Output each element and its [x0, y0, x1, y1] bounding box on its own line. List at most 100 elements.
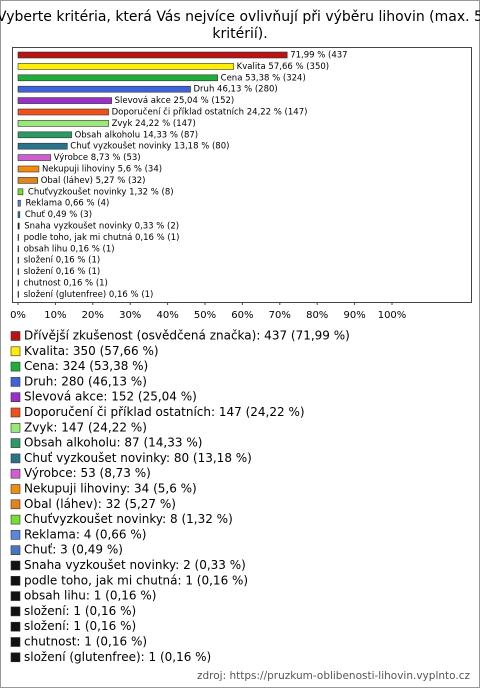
legend-label: obsah lihu: 1 (0,16 %) [24, 589, 156, 603]
legend-swatch [10, 545, 21, 556]
legend-label: Snaha vyzkoušet novinky: 2 (0,33 %) [24, 558, 246, 572]
bar [17, 165, 40, 173]
bar-label: Reklama 0,66 % (4) [25, 199, 109, 209]
bar-label: Chuť vyzkoušet novinky 13,18 % (80) [70, 141, 229, 152]
legend-label: Chuť: 3 (0,49 %) [24, 543, 123, 557]
bar-label: Doporučení či příklad ostatních 24,22 % … [112, 107, 308, 118]
bar [17, 97, 112, 104]
legend-swatch [10, 361, 21, 372]
legend-swatch [10, 560, 21, 571]
legend-swatch [10, 621, 21, 632]
x-tick-label: 50% [194, 310, 216, 321]
bar [17, 120, 109, 127]
legend-label: Slevová akce: 152 (25,04 %) [24, 390, 197, 404]
legend-swatch [10, 377, 21, 387]
bar-label: Cena 53,38 % (324) [221, 73, 306, 83]
legend-label: Kvalita: 350 (57,66 %) [24, 344, 159, 358]
legend-swatch [10, 331, 21, 341]
bar [17, 245, 19, 253]
legend-swatch [10, 468, 21, 479]
legend-swatch [10, 392, 21, 403]
chart-title: Vyberte kritéria, která Vás nejvíce ovli… [0, 9, 480, 25]
bar-label: Zvyk 24,22 % (147) [112, 119, 196, 129]
bar [17, 234, 19, 241]
legend-label: složení: 1 (0,16 %) [24, 619, 136, 633]
legend-label: Nekupuji lihoviny: 34 (5,6 %) [24, 482, 197, 496]
bar [17, 74, 218, 82]
x-tick-label: 90% [343, 310, 365, 321]
legend-swatch [10, 575, 21, 586]
bar-label: obsah lihu 0,16 % (1) [24, 244, 115, 254]
bar [17, 199, 21, 207]
legend-label: Reklama: 4 (0,66 %) [24, 527, 146, 541]
legend-label: Doporučení či příklad ostatních: 147 (24… [24, 405, 305, 419]
bar [17, 51, 288, 59]
legend-label: Druh: 280 (46,13 %) [24, 374, 147, 388]
bar [17, 154, 51, 161]
legend-swatch [10, 652, 21, 663]
bar [17, 131, 72, 139]
legend-swatch [10, 530, 21, 540]
bar [17, 142, 68, 150]
source: zdroj: https://pruzkum-oblibenosti-lihov… [197, 670, 470, 682]
bar-label: Chuť 0,49 % (3) [25, 210, 92, 220]
bar [17, 256, 19, 264]
bar [17, 85, 191, 93]
bar-label: Nekupuji lihoviny 5,6 % (34) [42, 165, 162, 175]
legend-label: Cena: 324 (53,38 %) [24, 359, 148, 373]
x-tick-label: 80% [306, 310, 328, 321]
legend-swatch [10, 346, 21, 357]
bar [17, 268, 19, 275]
legend-swatch [10, 407, 21, 418]
bar [17, 63, 234, 70]
legend-swatch [10, 453, 21, 464]
bar-label: Kvalita 57,66 % (350) [237, 62, 329, 72]
x-tick-label: 30% [119, 310, 141, 321]
bar-label: Obsah alkoholu 14,33 % (87) [75, 130, 199, 140]
bar [17, 222, 20, 230]
bar [17, 188, 24, 196]
legend-label: Výrobce: 53 (8,73 %) [24, 466, 151, 480]
bar [17, 291, 19, 298]
bar-label: Obal (láhev) 5,27 % (32) [41, 176, 146, 186]
bar [17, 177, 39, 184]
bar-label: složení 0,16 % (1) [24, 256, 101, 266]
bar-label: 71,99 % (437 [290, 51, 347, 61]
legend-swatch [10, 438, 21, 448]
bar-label: složení 0,16 % (1) [24, 267, 101, 277]
legend-label: Zvyk: 147 (24,22 %) [24, 420, 147, 434]
bar [17, 279, 19, 287]
legend-swatch [10, 606, 21, 617]
bar-label: složení (glutenfree) 0,16 % (1) [24, 290, 154, 300]
legend-label: podle toho, jak mi chutná: 1 (0,16 %) [24, 573, 248, 587]
x-tick-label: 100% [378, 310, 407, 321]
legend-swatch [10, 499, 21, 510]
bar [17, 211, 21, 218]
x-tick-label: 70% [269, 310, 291, 321]
legend-swatch [10, 514, 21, 525]
legend-label: chutnost: 1 (0,16 %) [24, 635, 147, 649]
legend-label: Chuť vyzkoušet novinky: 80 (13,18 %) [24, 451, 252, 465]
legend-swatch [10, 591, 21, 601]
bar-label: chutnost 0,16 % (1) [24, 279, 108, 289]
legend-label: Obsah alkoholu: 87 (14,33 %) [24, 436, 202, 450]
bar-label: Druh 46,13 % (280) [194, 85, 278, 95]
bar-label: Výrobce 8,73 % (53) [54, 153, 141, 163]
legend-label: Chuťvyzkoušet novinky: 8 (1,32 %) [24, 512, 233, 526]
x-tick-label: 40% [156, 310, 178, 321]
bar-label: podle toho, jak mi chutná 0,16 % (1) [24, 233, 180, 243]
x-tick-label: 20% [82, 310, 104, 321]
legend-swatch [10, 422, 21, 433]
bar-label: Slevová akce 25,04 % (152) [115, 96, 235, 106]
x-tick-label: 60% [231, 310, 253, 321]
bar-label: Chuťvyzkoušet novinky 1,32 % (8) [28, 186, 174, 197]
legend-swatch [10, 637, 21, 647]
x-tick-label: 10% [44, 310, 66, 321]
legend-label: Obal (láhev): 32 (5,27 %) [24, 497, 176, 511]
x-tick-label: 0% [10, 310, 26, 321]
bar [17, 108, 109, 116]
legend-label: Dřívější zkušenost (osvědčená značka): 4… [24, 329, 350, 343]
chart-title: kritérií). [212, 26, 267, 42]
legend-swatch [10, 484, 21, 494]
